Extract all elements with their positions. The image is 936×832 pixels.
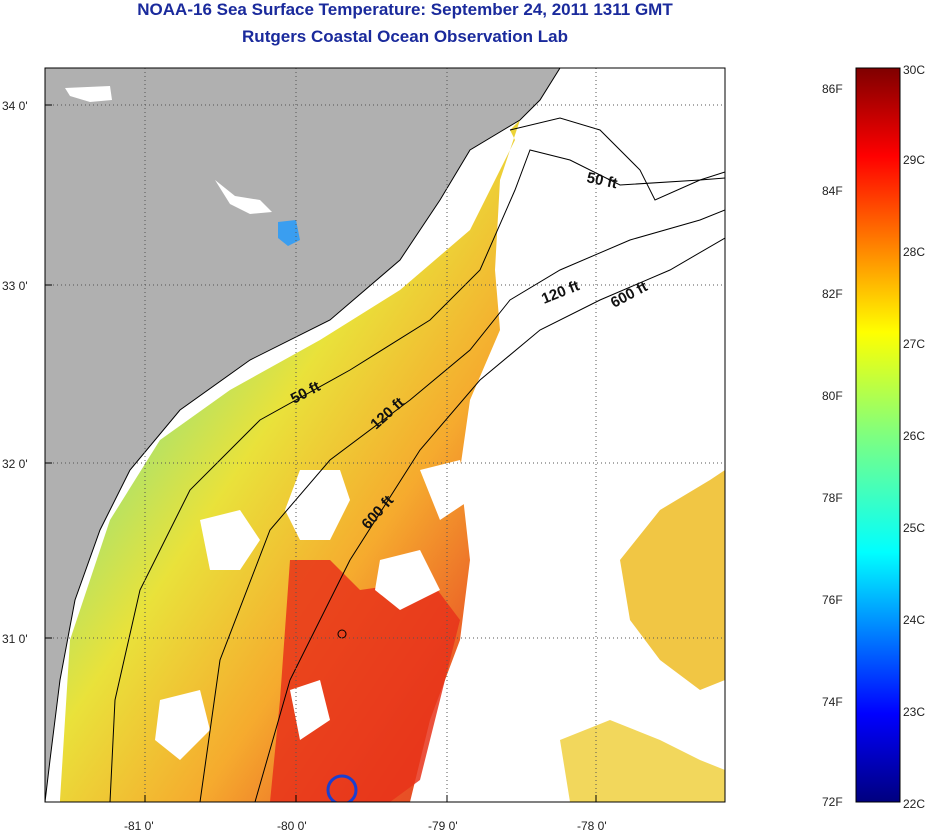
lat-tick-label: 31 0' [2,632,28,646]
map-title: NOAA-16 Sea Surface Temperature: Septemb… [137,0,673,19]
contour-50ft [109,149,725,802]
lat-tick-label: 33 0' [2,279,28,293]
land-mass [45,68,560,802]
lat-tick-label: 34 0' [2,99,28,113]
sst-offshore-patch-2 [560,720,725,802]
sst-warm-core [270,560,460,802]
cloud-gap [290,680,330,740]
sst-offshore-patch [620,470,725,690]
cloud-gap [155,690,210,760]
cloud-gap [420,460,470,520]
contour-120ft [199,209,725,802]
contour-label-50ft-north: 50 ft [585,169,619,192]
contour-600ft [254,237,725,802]
map-subtitle: Rutgers Coastal Ocean Observation Lab [242,27,568,46]
inland-water [278,220,300,246]
cool-eddy [326,774,358,802]
lon-tick-label: -79 0' [428,819,458,832]
axis-ticks [45,104,597,802]
cloud-gap [200,510,260,570]
cloud-gap [285,470,350,540]
cloud-gap [375,550,440,610]
inland-water [65,86,112,102]
lon-tick-label: -78 0' [577,819,607,832]
graticule [45,68,725,802]
lon-tick-label: -81 0' [124,819,154,832]
inland-water [215,180,272,214]
lat-tick-label: 32 0' [2,457,28,471]
map-border [44,67,726,803]
lon-tick-label: -80 0' [277,819,307,832]
coastline [45,68,561,802]
